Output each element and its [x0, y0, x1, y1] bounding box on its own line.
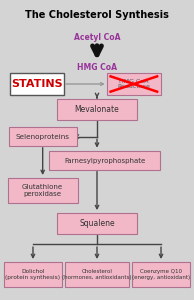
Text: Mevalonate: Mevalonate [75, 105, 119, 114]
Text: Glutathione
peroxidase: Glutathione peroxidase [22, 184, 63, 197]
Text: STATINS: STATINS [11, 79, 63, 89]
FancyBboxPatch shape [57, 99, 137, 120]
Text: Selenoproteins: Selenoproteins [16, 134, 70, 140]
Text: HMG CoA: HMG CoA [77, 63, 117, 72]
FancyBboxPatch shape [132, 262, 190, 287]
Text: HMG CoA
Reductase: HMG CoA Reductase [117, 79, 150, 89]
Text: Cholesterol
(hormones, antioxidants): Cholesterol (hormones, antioxidants) [62, 269, 132, 280]
Text: The Cholesterol Synthesis: The Cholesterol Synthesis [25, 11, 169, 20]
Text: Dolichol
(protein synthesis): Dolichol (protein synthesis) [5, 269, 61, 280]
Text: Coenzyme Q10
(energy, antioxidant): Coenzyme Q10 (energy, antioxidant) [132, 269, 190, 280]
FancyBboxPatch shape [10, 73, 64, 95]
FancyBboxPatch shape [9, 127, 77, 146]
Text: Acetyl CoA: Acetyl CoA [74, 33, 120, 42]
FancyBboxPatch shape [57, 213, 137, 234]
Text: Squalene: Squalene [79, 219, 115, 228]
FancyBboxPatch shape [4, 262, 62, 287]
FancyBboxPatch shape [49, 151, 160, 170]
FancyBboxPatch shape [8, 178, 78, 203]
Text: Farnesylpyrophosphate: Farnesylpyrophosphate [64, 158, 145, 164]
FancyBboxPatch shape [65, 262, 129, 287]
FancyBboxPatch shape [107, 73, 161, 95]
